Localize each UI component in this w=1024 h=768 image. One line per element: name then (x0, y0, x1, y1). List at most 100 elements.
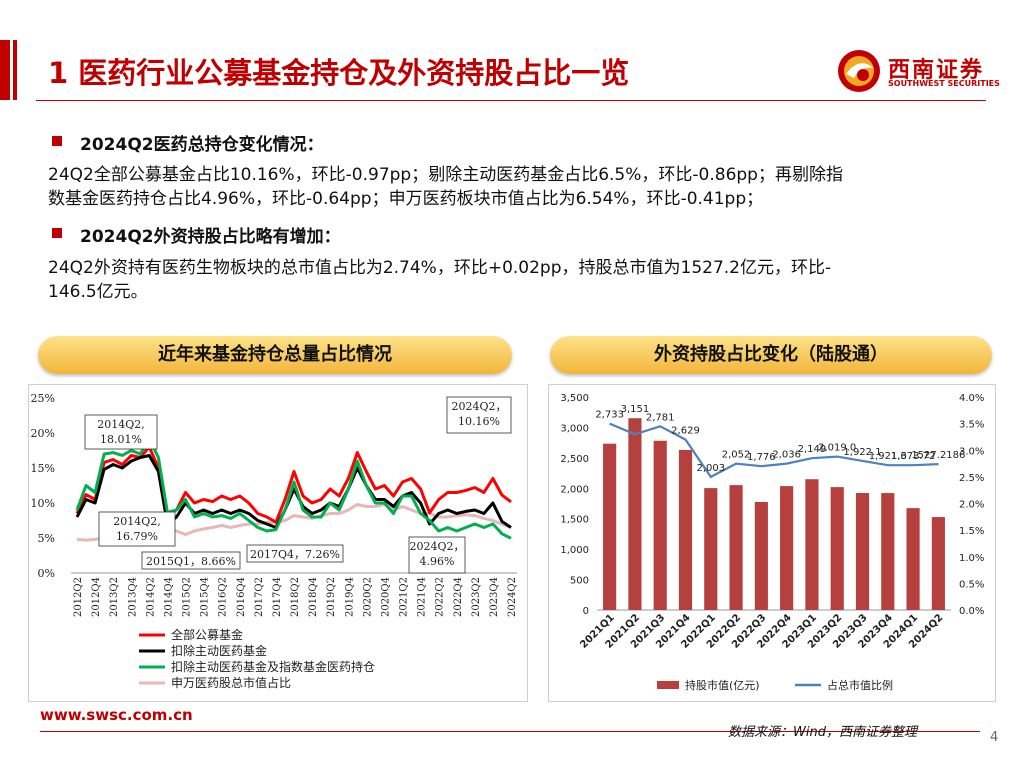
x-tick-label: 2013Q2 (109, 577, 120, 617)
bar (603, 443, 617, 610)
data-source: 数据来源：Wind，西南证券整理 (728, 725, 917, 740)
y-left-tick-label: 3,000 (560, 423, 589, 434)
y-left-tick-label: 500 (570, 576, 589, 587)
x-tick-label: 2012Q2 (73, 577, 84, 617)
annotation: 2024Q2， 4.96% (408, 536, 466, 574)
x-tick-label: 2022Q2 (435, 577, 446, 617)
annotation-text: 4.96% (420, 555, 455, 568)
y-right-tick-label: 3.5% (959, 420, 984, 431)
bar-data-label: 1,776 (747, 452, 776, 463)
y-right-tick-label: 0.0% (959, 606, 984, 617)
annotation: 2014Q2, 16.79% (98, 511, 176, 547)
x-tick-label: 2018Q2 (290, 577, 301, 617)
bar-data-label: 2,781 (646, 412, 675, 423)
bar (805, 479, 819, 610)
y-right-tick-label: 2.5% (959, 473, 984, 484)
annotation-box (408, 536, 466, 574)
bar-data-label: 2,149 (798, 444, 827, 455)
y-tick-label: 5% (38, 532, 55, 545)
bar (855, 493, 870, 610)
bar-data-label: 1,673.72 (891, 451, 936, 462)
x-tick-label: 2014Q4 (163, 577, 174, 617)
right-chart-frame: 0 500 1,000 1,500 2,000 2,500 3,000 3,500 0.0% 0.… (548, 384, 996, 702)
ratio-line (609, 422, 939, 479)
bar (830, 487, 844, 610)
annotation-text: 10.16% (458, 415, 500, 428)
bar (653, 440, 667, 610)
left-chart-frame: 0% 5% 10% 15% 20% 25% 2012Q2 2012Q4 2013Q2 2013Q4… (28, 384, 528, 702)
page-number: 4 (990, 730, 999, 745)
y-left-tick-label: 2,500 (560, 454, 589, 465)
y-right-tick-label: 2.0% (959, 500, 984, 511)
bar (678, 450, 693, 610)
annotation-box (246, 544, 344, 563)
y-tick-label: 15% (31, 462, 55, 475)
legend-swatch (657, 681, 679, 689)
y-right-tick-label: 1.0% (959, 553, 984, 564)
bar (628, 418, 642, 610)
annotation-text: 2024Q2， (409, 540, 464, 553)
logo-name-en: SOUTHWEST SECURITIES (888, 79, 1000, 88)
y-left-tick-label: 1,000 (560, 545, 589, 556)
annotation-text: 16.79% (116, 530, 158, 543)
annotation-text: 2024Q2， (451, 400, 506, 413)
bar-data-label: 2,052 (722, 450, 751, 461)
x-tick-label: 2015Q2 (182, 577, 193, 617)
bar (881, 493, 895, 610)
x-tick-label: 2020Q2 (362, 577, 373, 617)
y-right-tick-label: 0.5% (959, 579, 984, 590)
title-accent-bar (0, 40, 10, 100)
bar-data-label: 1,922.1 (843, 447, 881, 458)
bar-data-label: 2,003 (696, 463, 725, 474)
bar (906, 508, 920, 610)
legend-label: 持股市值(亿元) (685, 678, 760, 692)
x-tick-label: 2019Q4 (344, 577, 355, 617)
y-left-tick-label: 2,000 (560, 484, 589, 495)
legend-label: 扣除主动医药基金 (171, 643, 267, 658)
annotation-box (98, 511, 176, 547)
section2-line1: 24Q2外资持有医药生物板块的总市值占比为2.74%，环比+0.02pp，持股总… (48, 258, 832, 278)
y-right-tick-label: 3.0% (959, 446, 984, 457)
annotation-box (84, 414, 158, 450)
annotation-text: 18.01% (100, 433, 142, 446)
x-tick-label: 2022Q4 (453, 577, 464, 617)
annotation-text: 2017Q4，7.26% (250, 548, 340, 561)
right-chart-title-pill: 外资持股占比变化（陆股通） (550, 336, 992, 374)
left-chart-title-pill: 近年来基金持仓总量占比情况 (38, 336, 512, 374)
bullet-icon (52, 228, 62, 238)
bar (729, 485, 743, 610)
y-left-tick-label: 1,500 (560, 515, 589, 526)
section2-line2: 146.5亿元。 (48, 282, 148, 302)
bar-data-label: 3,151 (621, 404, 650, 415)
y-left-tick-label: 3,500 (560, 393, 589, 404)
bar-data-label: 2,733 (595, 410, 624, 421)
annotation-box (141, 551, 241, 570)
title-accent-bar-thin (13, 40, 17, 100)
fund-holding-line-chart: 0% 5% 10% 15% 20% 25% 2012Q2 2012Q4 2013Q2 2013Q4… (31, 392, 518, 690)
bar (754, 501, 768, 610)
x-tick-label: 2023Q4 (489, 577, 500, 617)
x-tick-label: 2020Q4 (380, 577, 391, 617)
y-tick-label: 0% (38, 567, 55, 580)
bar-data-label: 2,629 (671, 426, 700, 437)
annotation: 2014Q2, 18.01% (84, 414, 158, 450)
y-left-tick-label: 0 (583, 606, 589, 617)
bullet-icon (52, 136, 62, 146)
annotation-box (446, 396, 512, 434)
x-tick-label: 2016Q4 (236, 577, 247, 617)
bar-data-label: 2,019.0 (818, 443, 856, 454)
annotation: 2017Q4，7.26% (246, 544, 344, 563)
x-tick-label: 2021Q2 (399, 577, 410, 617)
section1-line2: 数基金医药持仓占比4.96%，环比-0.64pp；申万医药板块市值占比为6.54… (48, 189, 764, 209)
southwest-logo-icon (838, 50, 880, 92)
x-tick-label: 2017Q2 (254, 577, 265, 617)
x-tick-label: 2018Q4 (308, 577, 319, 617)
section1-line1: 24Q2全部公募基金占比10.16%，环比-0.97pp；剔除主动医药基金占比6… (48, 165, 843, 185)
annotation-text: 2014Q2, (97, 418, 145, 431)
x-tick-label: 2013Q4 (127, 577, 138, 617)
y-right-tick-label: 4.0% (959, 393, 984, 404)
x-tick-label: 2012Q4 (91, 577, 102, 617)
annotation: 2024Q2， 10.16% (446, 396, 512, 434)
y-tick-label: 10% (31, 497, 55, 510)
bar (780, 486, 794, 610)
